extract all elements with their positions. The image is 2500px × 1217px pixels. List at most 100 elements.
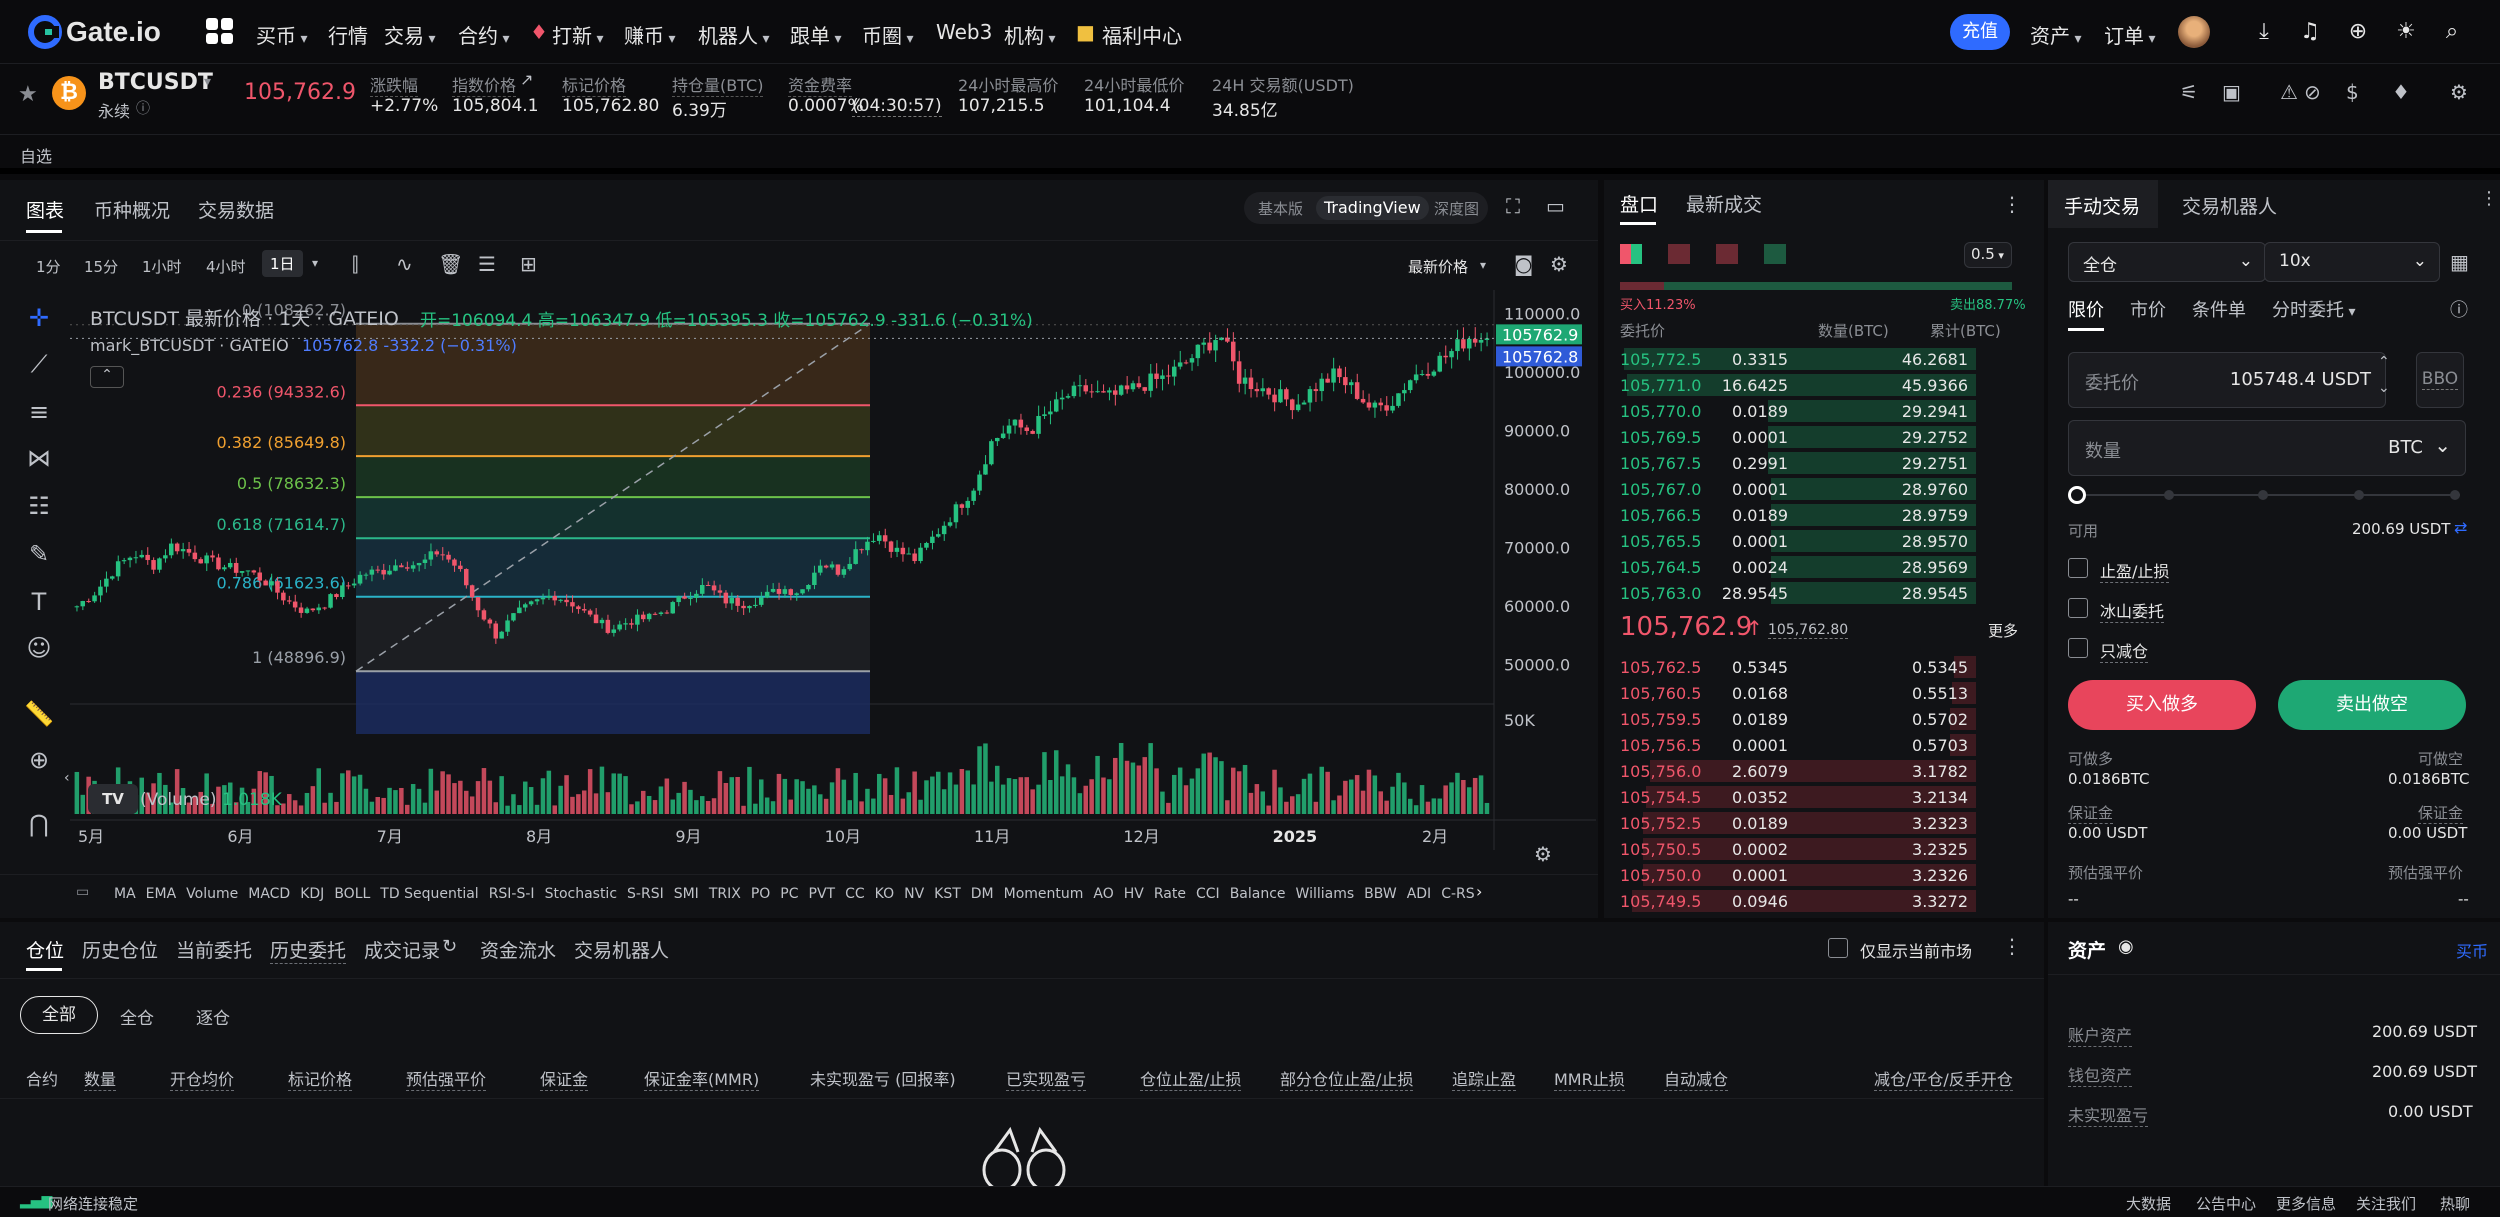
indicator-18[interactable]: KST	[934, 886, 961, 902]
indicator-28[interactable]: ADI	[1406, 886, 1432, 902]
price-type-select[interactable]: 最新价格	[1408, 258, 1469, 276]
positions-more-icon[interactable]: ⋮	[2002, 934, 2022, 958]
nav-assets[interactable]: 资产	[2030, 20, 2081, 49]
footer-big-data[interactable]: 大数据	[2126, 1195, 2172, 1213]
calculator-icon[interactable]: ▦	[2450, 250, 2469, 274]
indicator-15[interactable]: CC	[845, 886, 865, 902]
indicator-20[interactable]: Momentum	[1003, 886, 1084, 902]
nav-markets[interactable]: 行情	[328, 24, 368, 48]
list-icon[interactable]: ☰	[478, 252, 496, 276]
quantity-input[interactable]: 数量 BTC ⌄	[2068, 420, 2466, 476]
price-type-dropdown-icon[interactable]: ▾	[1480, 258, 1487, 272]
tp-sl-label[interactable]: 止盈/止损	[2100, 558, 2170, 583]
collapse-toolbar-icon[interactable]: ‹	[64, 770, 70, 786]
ask-row[interactable]: 105,771.0 16.6425 45.9366	[1604, 372, 2004, 398]
indicator-24[interactable]: CCI	[1196, 886, 1220, 902]
interval-1h[interactable]: 1小时	[142, 258, 182, 276]
view-split-icon[interactable]	[1764, 244, 1786, 264]
view-both-icon[interactable]	[1620, 244, 1642, 264]
nav-buy-crypto[interactable]: 买币	[256, 20, 307, 49]
footer-announcements[interactable]: 公告中心	[2196, 1195, 2257, 1213]
ask-row[interactable]: 105,769.5 0.0001 29.2752	[1604, 424, 2004, 450]
ask-row[interactable]: 105,766.5 0.0189 28.9759	[1604, 502, 2004, 528]
margin-mode-select[interactable]: 全仓 ⌄	[2068, 242, 2266, 282]
tab-open-orders[interactable]: 当前委托	[176, 940, 253, 962]
indicator-22[interactable]: HV	[1123, 886, 1144, 902]
eye-icon[interactable]: ◉	[2118, 936, 2134, 957]
indicator-7[interactable]: RSI-S-I	[488, 886, 535, 902]
footer-more-info[interactable]: 更多信息	[2276, 1195, 2337, 1213]
bid-row[interactable]: 105,756.0 2.6079 3.1782	[1604, 758, 2004, 784]
calculator-icon[interactable]: ▣	[2222, 80, 2241, 104]
indicator-1[interactable]: EMA	[145, 886, 177, 902]
logo[interactable]: Gate.io	[28, 12, 161, 52]
indicator-29[interactable]: C-RSI	[1441, 886, 1474, 902]
symbol-dropdown-icon[interactable]: ▾	[204, 74, 212, 90]
settings-gear-icon[interactable]: ⚙	[2450, 80, 2468, 104]
indicator-25[interactable]: Balance	[1229, 886, 1286, 902]
indicator-8[interactable]: Stochastic	[544, 886, 618, 902]
indicator-6[interactable]: TD Sequential	[380, 886, 479, 902]
tab-coin-overview[interactable]: 币种概况	[94, 200, 171, 222]
view-basic[interactable]: 基本版	[1258, 200, 1304, 218]
globe-icon[interactable]: ⊕	[2348, 19, 2368, 44]
bid-row[interactable]: 105,756.5 0.0001 0.5703	[1604, 732, 2004, 758]
nav-crypto-circle[interactable]: 币圈	[862, 20, 913, 49]
indicator-19[interactable]: DM	[970, 886, 994, 902]
tab-orderbook[interactable]: 盘口	[1620, 194, 1659, 216]
tab-trading-bot[interactable]: 交易机器人	[2182, 196, 2278, 218]
camera-icon[interactable]: ◙	[1514, 252, 1534, 276]
indicator-4[interactable]: KDJ	[300, 886, 325, 902]
pattern-icon[interactable]: ⋈	[27, 444, 51, 472]
theme-sun-icon[interactable]: ☀	[2396, 19, 2416, 44]
price-input[interactable]: 委托价 105748.4 USDT	[2068, 352, 2386, 408]
nav-earn[interactable]: 赚币	[624, 20, 675, 49]
only-current-label[interactable]: 仅显示当前市场	[1860, 942, 1973, 961]
trendline-icon[interactable]: ⟋	[30, 350, 48, 378]
settings-sliders-icon[interactable]: ⚟	[2180, 80, 2198, 104]
info-icon[interactable]: ⓘ	[2450, 300, 2468, 321]
nav-rewards-hub[interactable]: 福利中心	[1102, 24, 1182, 48]
nav-web3[interactable]: Web3	[936, 20, 993, 44]
only-current-checkbox[interactable]	[1828, 938, 1848, 958]
tp-sl-checkbox[interactable]	[2068, 558, 2088, 578]
sell-short-button[interactable]: 卖出做空	[2278, 680, 2466, 730]
bid-row[interactable]: 105,750.5 0.0002 3.2325	[1604, 836, 2004, 862]
indicator-13[interactable]: PC	[780, 886, 799, 902]
bbo-button[interactable]: BBO	[2416, 352, 2464, 408]
bid-row[interactable]: 105,759.5 0.0189 0.5702	[1604, 706, 2004, 732]
external-link-icon[interactable]: ↗	[520, 70, 534, 89]
filter-cross[interactable]: 全仓	[120, 1009, 154, 1029]
candle-type-icon[interactable]: ⫿	[352, 252, 359, 276]
indicator-5[interactable]: BOLL	[334, 886, 371, 902]
ask-row[interactable]: 105,772.5 0.3315 46.2681	[1604, 346, 2004, 372]
interval-1d[interactable]: 1日	[262, 250, 303, 277]
deposit-button[interactable]: 充值	[1950, 14, 2010, 50]
refresh-icon[interactable]: ↻	[442, 936, 458, 957]
warning-icon[interactable]: ⚠	[2280, 80, 2298, 104]
indicator-14[interactable]: PVT	[808, 886, 836, 902]
filter-all[interactable]: 全部	[20, 996, 98, 1034]
slider-handle[interactable]	[2068, 486, 2086, 504]
interval-dropdown-icon[interactable]: ▾	[312, 256, 319, 270]
indicator-21[interactable]: AO	[1093, 886, 1114, 902]
trade-more-icon[interactable]: ⋮	[2480, 188, 2498, 209]
coin-icon[interactable]: $	[2346, 80, 2359, 104]
indicator-0[interactable]: MA	[114, 886, 136, 902]
bid-row[interactable]: 105,749.5 0.0946 3.3272	[1604, 888, 2004, 914]
quantity-slider[interactable]	[2076, 494, 2460, 496]
view-bids-icon[interactable]	[1716, 244, 1738, 264]
tab-trade-history[interactable]: 成交记录	[364, 940, 441, 962]
chart-settings-icon[interactable]: ⚙	[1550, 252, 1568, 276]
crosshair-icon[interactable]: ✛	[28, 304, 50, 332]
assets-buy-link[interactable]: 买币	[2456, 942, 2489, 961]
zoom-in-icon[interactable]: ⊕	[28, 746, 50, 774]
text-tool-icon[interactable]: T	[31, 588, 47, 616]
nav-trade[interactable]: 交易	[384, 20, 435, 49]
time-settings-icon[interactable]: ⚙	[1534, 842, 1552, 866]
bid-row[interactable]: 105,760.5 0.0168 0.5513	[1604, 680, 2004, 706]
horizontal-lines-icon[interactable]: ≡	[28, 398, 50, 426]
emoji-icon[interactable]: ☺	[26, 634, 52, 662]
indicator-11[interactable]: TRIX	[708, 886, 741, 902]
tab-positions[interactable]: 仓位	[26, 940, 65, 962]
